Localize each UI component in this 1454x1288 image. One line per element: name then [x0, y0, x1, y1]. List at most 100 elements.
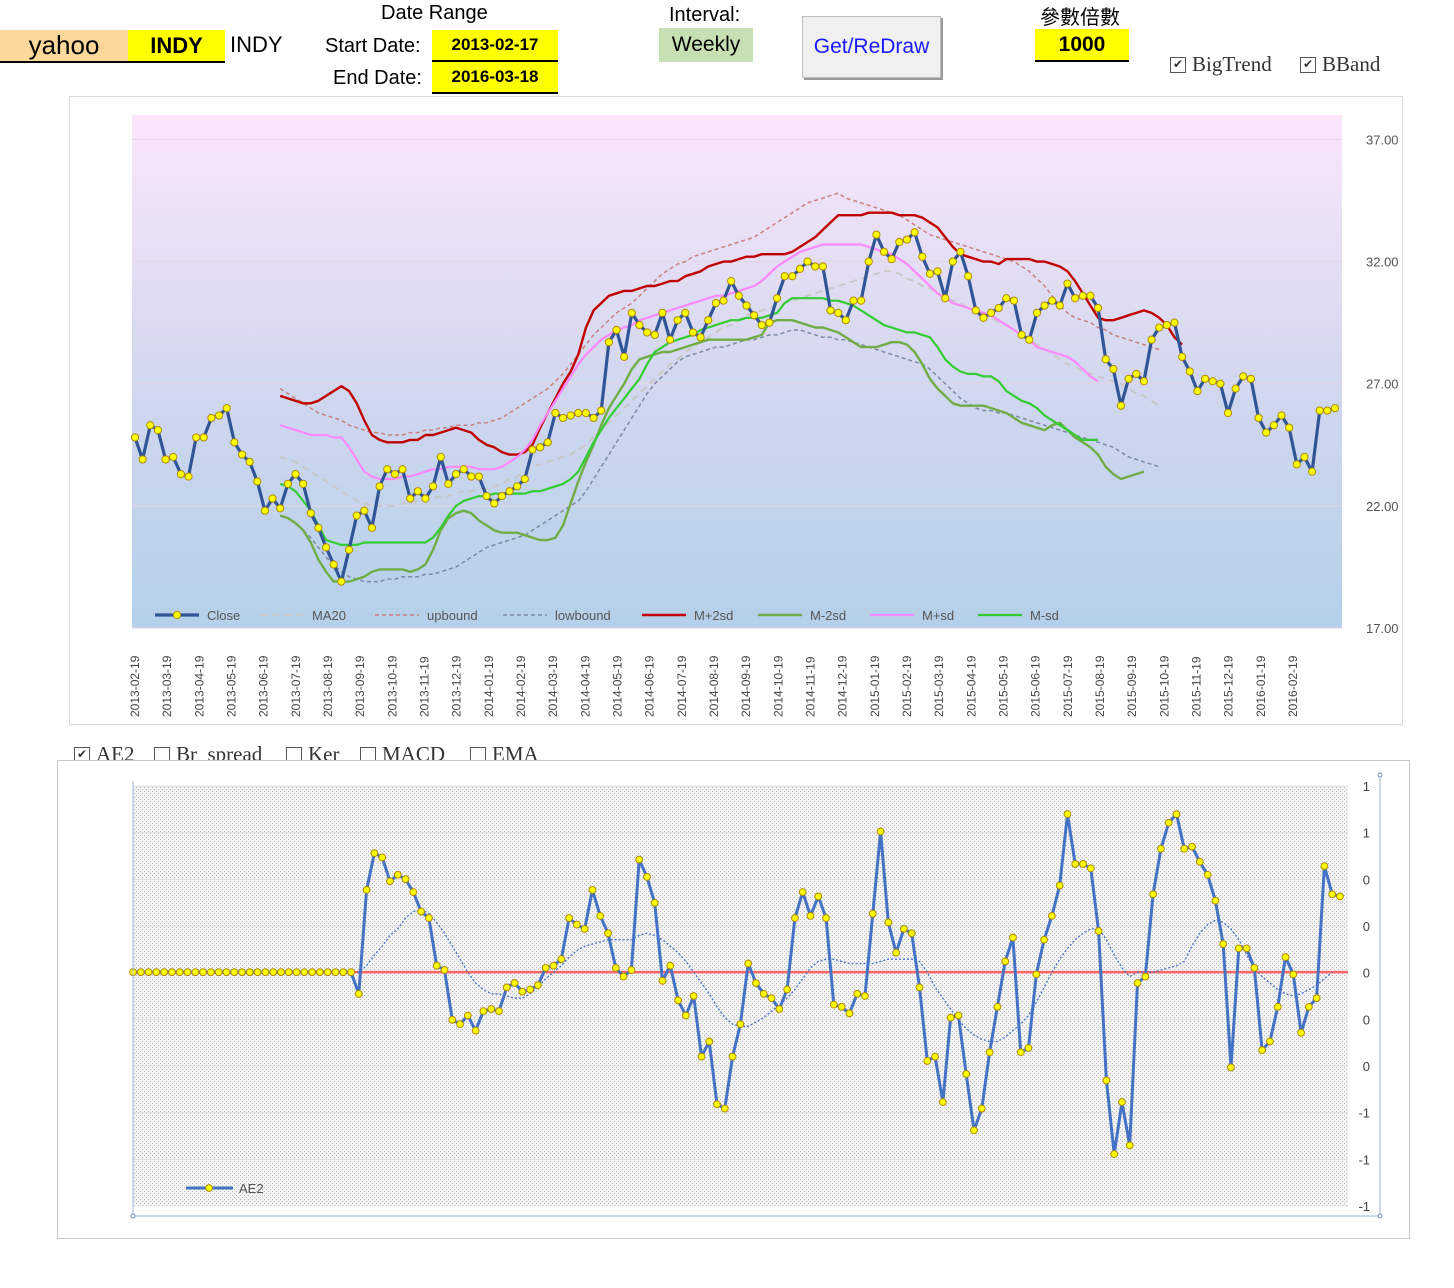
ae2-point: [1032, 970, 1041, 979]
ae2-point: [596, 911, 605, 920]
close-point: [497, 491, 506, 501]
ae2-point: [1258, 1046, 1267, 1055]
close-point: [857, 296, 866, 305]
x-tick-label: 2016-01-19: [1254, 655, 1268, 717]
ae2-point: [791, 914, 799, 922]
get-redraw-button[interactable]: Get/ReDraw: [802, 16, 941, 78]
ae2-point: [230, 968, 239, 977]
close-point: [169, 452, 178, 462]
ae2-point: [1336, 892, 1344, 901]
close-point: [1093, 303, 1103, 313]
x-tick-label: 2014-11-19: [804, 656, 818, 717]
ae2-point: [829, 1000, 838, 1009]
x-tick-label: 2015-04-19: [964, 655, 978, 717]
ae2-point: [1071, 860, 1080, 868]
ae2-point: [876, 827, 885, 836]
ae2-point: [775, 1005, 784, 1013]
ae2-point: [401, 875, 410, 883]
ae2-point: [557, 955, 566, 964]
close-point: [1292, 460, 1301, 469]
legend-label: MA20: [312, 608, 346, 623]
close-point: [589, 413, 598, 423]
ae2-point: [1156, 844, 1165, 853]
indicator-chart-panel[interactable]: 1 1 0 0 0 0 0 -1 -1 -1 AE2: [57, 760, 1410, 1239]
y-tick-label: 0: [1363, 966, 1370, 981]
close-point: [941, 294, 950, 303]
ae2-point: [635, 855, 644, 864]
close-point: [130, 433, 140, 442]
close-point: [818, 262, 827, 271]
ae2-point: [767, 994, 776, 1003]
close-point: [956, 247, 965, 256]
close-point: [276, 504, 285, 513]
close-point: [1162, 320, 1171, 330]
ae2-point: [1001, 957, 1010, 966]
ae2-point: [923, 1057, 932, 1065]
close-point: [1086, 291, 1095, 300]
close-point: [306, 509, 315, 518]
ae2-point: [448, 1015, 457, 1024]
close-point: [398, 465, 407, 474]
ae2-point: [783, 985, 792, 994]
close-point: [1009, 296, 1019, 305]
ae2-point: [1320, 862, 1329, 871]
ae2-point: [705, 1037, 714, 1046]
close-point: [291, 470, 300, 479]
ae2-point: [222, 968, 231, 977]
close-point: [551, 408, 560, 418]
start-date-input[interactable]: 2013-02-17: [432, 30, 558, 62]
multiplier-input[interactable]: 1000: [1035, 29, 1129, 62]
close-point: [1109, 364, 1118, 374]
close-point: [138, 455, 147, 464]
ae2-point: [526, 985, 535, 994]
close-point: [750, 311, 759, 320]
ae2-point: [650, 899, 659, 907]
ae2-point: [1118, 1098, 1126, 1106]
close-point: [214, 411, 224, 420]
ae2-point: [1063, 810, 1072, 819]
ae2-point: [261, 968, 270, 977]
x-tick-label: 2015-11-19: [1190, 656, 1204, 717]
close-point: [375, 482, 384, 491]
close-point: [872, 230, 881, 239]
ae2-point: [1195, 857, 1204, 866]
x-tick-label: 2015-12-19: [1222, 655, 1236, 717]
ae2-point: [962, 1070, 971, 1078]
x-tick-label: 2013-08-19: [321, 655, 335, 717]
close-point: [1124, 374, 1133, 383]
close-point: [757, 320, 766, 330]
end-date-input[interactable]: 2016-03-18: [432, 62, 558, 94]
close-point: [321, 543, 331, 552]
x-tick-label: 2013-03-19: [160, 655, 174, 717]
ae2-point: [354, 989, 363, 998]
ae2-point: [1266, 1037, 1274, 1046]
close-point: [192, 433, 201, 442]
close-point: [826, 306, 835, 315]
close-point: [360, 506, 369, 515]
close-point: [566, 411, 575, 420]
series-line-m-2sd: [279, 318, 1145, 583]
ae2-point: [277, 968, 285, 977]
ticker-input[interactable]: INDY: [128, 30, 225, 63]
interval-select[interactable]: Weekly: [659, 28, 753, 62]
x-tick-label: 2014-10-19: [771, 655, 785, 717]
close-point: [933, 267, 942, 276]
close-point: [482, 491, 491, 501]
ae2-point: [245, 968, 254, 977]
y-tick-label: 1: [1363, 779, 1370, 794]
x-tick-label: 2013-10-19: [385, 655, 399, 717]
x-tick-label: 2013-06-19: [257, 655, 271, 717]
x-tick-label: 2014-07-19: [675, 655, 689, 717]
close-point: [1040, 301, 1049, 310]
ae2-point: [214, 968, 223, 977]
bband-checkbox[interactable]: ✔ BBand: [1300, 52, 1380, 77]
x-tick-label: 2014-01-19: [482, 655, 496, 717]
bigtrend-checkbox[interactable]: ✔ BigTrend: [1170, 52, 1272, 77]
close-point: [811, 262, 820, 271]
price-chart-panel[interactable]: 37.00 32.00 27.00 22.00 17.00 2013-02-19 2013…: [69, 96, 1403, 725]
multiplier-label: 參數倍數: [1040, 5, 1120, 29]
ae2-point: [1094, 927, 1103, 935]
ae2-point: [674, 996, 682, 1005]
ae2-point: [152, 968, 161, 977]
indicator-chart: 1 1 0 0 0 0 0 -1 -1 -1 AE2: [129, 772, 1383, 1219]
